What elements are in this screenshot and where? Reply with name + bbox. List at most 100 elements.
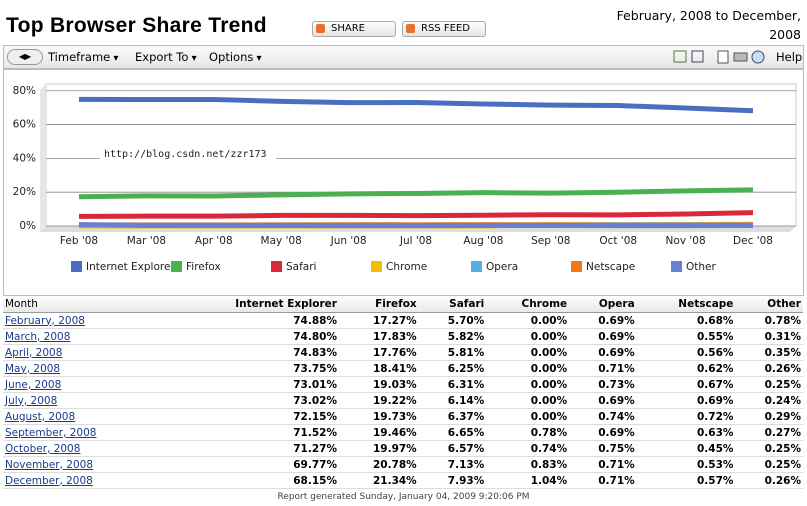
table-cell: 6.31% — [418, 376, 487, 393]
table-row: July, 2008 73.02% 19.22% 6.14% 0.00% 0.69% 0.6… — [3, 392, 803, 409]
table-cell: 5.82% — [418, 328, 487, 345]
table-cell: 68.15% — [162, 472, 339, 489]
table-row: February, 2008 74.88% 17.27% 5.70% 0.00% 0.69… — [3, 312, 803, 329]
y-tick-label: 80% — [13, 85, 36, 97]
legend-swatch — [371, 261, 382, 272]
toolbar-icons[interactable] — [672, 49, 768, 64]
table-cell: 0.25% — [735, 440, 803, 457]
legend-label: Internet Explorer — [86, 261, 175, 273]
table-cell: 0.00% — [486, 392, 570, 409]
month-link[interactable]: September, 2008 — [5, 426, 97, 439]
table-cell: 71.52% — [162, 424, 339, 441]
month-link[interactable]: June, 2008 — [5, 378, 62, 391]
month-link[interactable]: October, 2008 — [5, 442, 81, 455]
share-button[interactable]: SHARE — [312, 21, 396, 37]
table-cell: 0.69% — [569, 392, 637, 409]
table-cell: 0.63% — [636, 424, 736, 441]
table-cell: 74.88% — [162, 312, 339, 329]
table-row: November, 2008 69.77% 20.78% 7.13% 0.83% 0.71… — [3, 456, 803, 473]
table-row: August, 2008 72.15% 19.73% 6.37% 0.00% 0.74% 0… — [3, 408, 803, 425]
table-cell: 0.00% — [486, 312, 570, 329]
export-menu[interactable]: Export To — [135, 50, 197, 64]
table-cell: 0.83% — [486, 456, 570, 473]
table-cell: 0.57% — [636, 472, 736, 489]
table-cell: 0.69% — [569, 328, 637, 345]
table-cell: 0.31% — [735, 328, 803, 345]
table-cell: 0.69% — [636, 392, 736, 409]
legend-swatch — [71, 261, 82, 272]
legend-swatch — [271, 261, 282, 272]
table-cell: 0.00% — [486, 408, 570, 425]
report-title: Top Browser Share Trend — [6, 14, 267, 37]
table-cell: 0.74% — [486, 440, 570, 457]
month-link[interactable]: March, 2008 — [5, 330, 71, 343]
y-tick-label: 60% — [13, 119, 36, 131]
column-header: Opera — [569, 296, 637, 313]
table-cell: 0.00% — [486, 376, 570, 393]
options-menu[interactable]: Options — [209, 50, 262, 64]
month-link[interactable]: July, 2008 — [5, 394, 58, 407]
table-cell: 0.78% — [735, 312, 803, 329]
table-row: April, 2008 74.83% 17.76% 5.81% 0.00% 0.69% 0.… — [3, 344, 803, 361]
table-cell: 74.80% — [162, 328, 339, 345]
table-cell: 0.56% — [636, 344, 736, 361]
month-link[interactable]: December, 2008 — [5, 474, 93, 487]
table-cell: October, 2008 — [3, 440, 163, 457]
y-tick-label: 40% — [13, 152, 36, 164]
month-link[interactable]: November, 2008 — [5, 458, 94, 471]
table-row: December, 2008 68.15% 21.34% 7.93% 1.04% 0.71… — [3, 472, 803, 489]
month-link[interactable]: April, 2008 — [5, 346, 63, 359]
table-cell: 21.34% — [338, 472, 419, 489]
toolbar: ◀▶ Timeframe Export To Options Help — [3, 45, 804, 69]
table-cell: 0.25% — [735, 376, 803, 393]
legend-swatch — [571, 261, 582, 272]
table-cell: July, 2008 — [3, 392, 163, 409]
y-tick-label: 0% — [19, 220, 36, 232]
chart-panel: 0% 20% 40% 60% 80% Feb '08 Mar '08 Apr '08 May '… — [3, 69, 804, 296]
table-cell: 0.00% — [486, 360, 570, 377]
table-cell: 0.69% — [569, 312, 637, 329]
table-cell: 0.69% — [569, 424, 637, 441]
table-cell: 0.71% — [569, 456, 637, 473]
table-cell: 0.55% — [636, 328, 736, 345]
month-link[interactable]: August, 2008 — [5, 410, 76, 423]
table-cell: 17.76% — [338, 344, 419, 361]
table-cell: 0.78% — [486, 424, 570, 441]
table-row: June, 2008 73.01% 19.03% 6.31% 0.00% 0.73% 0.6… — [3, 376, 803, 393]
column-header: Month — [3, 296, 163, 313]
data-table: Month Internet Explorer Firefox Safari Chrom… — [3, 296, 803, 489]
x-tick-label: Feb '08 — [60, 235, 98, 247]
legend-label: Other — [686, 261, 716, 273]
table-row: March, 2008 74.80% 17.83% 5.82% 0.00% 0.69% 0.… — [3, 328, 803, 345]
table-cell: 0.69% — [569, 344, 637, 361]
nav-arrows[interactable]: ◀▶ — [7, 49, 43, 65]
table-cell: 0.35% — [735, 344, 803, 361]
timeframe-menu[interactable]: Timeframe — [48, 50, 118, 64]
month-link[interactable]: May, 2008 — [5, 362, 61, 375]
x-tick-label: Nov '08 — [666, 235, 706, 247]
table-cell: 0.72% — [636, 408, 736, 425]
table-cell: 7.13% — [418, 456, 487, 473]
table-cell: 0.71% — [569, 360, 637, 377]
table-cell: November, 2008 — [3, 456, 163, 473]
column-header: Firefox — [338, 296, 419, 313]
legend-label: Safari — [286, 261, 316, 273]
chart: 0% 20% 40% 60% 80% Feb '08 Mar '08 Apr '08 May '… — [13, 83, 797, 273]
table-cell: August, 2008 — [3, 408, 163, 425]
table-cell: 0.75% — [569, 440, 637, 457]
table-cell: April, 2008 — [3, 344, 163, 361]
table-cell: 0.74% — [569, 408, 637, 425]
rss-button[interactable]: RSS FEED — [402, 21, 486, 37]
table-cell: 6.25% — [418, 360, 487, 377]
table-cell: February, 2008 — [3, 312, 163, 329]
table-cell: 5.81% — [418, 344, 487, 361]
annotation: http://blog.csdn.net/zzr173 — [104, 149, 267, 160]
table-cell: 0.24% — [735, 392, 803, 409]
table-cell: 0.26% — [735, 472, 803, 489]
legend-label: Chrome — [386, 261, 427, 273]
help-link[interactable]: Help — [776, 50, 803, 64]
x-tick-label: Dec '08 — [733, 235, 773, 247]
month-link[interactable]: February, 2008 — [5, 314, 85, 327]
legend-swatch — [471, 261, 482, 272]
column-header: Other — [735, 296, 803, 313]
